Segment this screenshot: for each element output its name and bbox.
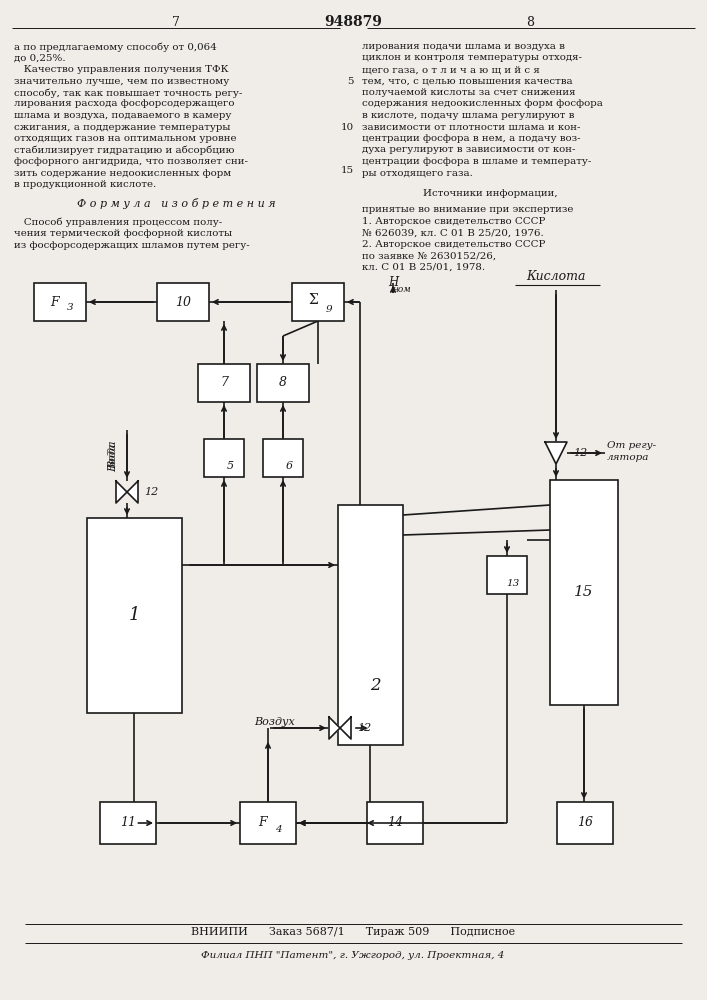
Text: 1. Авторское свидетельство СССР: 1. Авторское свидетельство СССР <box>362 217 545 226</box>
Bar <box>263 439 303 477</box>
Polygon shape <box>127 481 138 503</box>
Text: по заявке № 2630152/26,: по заявке № 2630152/26, <box>362 251 496 260</box>
Text: центрации фосфора в нем, а подачу воз-: центрации фосфора в нем, а подачу воз- <box>362 134 580 143</box>
Text: Филиал ПНП "Патент", г. Ужгород, ул. Проектная, 4: Филиал ПНП "Патент", г. Ужгород, ул. Про… <box>201 950 505 960</box>
Text: щего газа, о т л и ч а ю щ и й с я: щего газа, о т л и ч а ю щ и й с я <box>362 65 539 74</box>
Text: принятые во внимание при экспертизе: принятые во внимание при экспертизе <box>362 206 573 215</box>
Text: Воздух: Воздух <box>255 717 295 727</box>
Text: Ф о р м у л а   и з о б р е т е н и я: Ф о р м у л а и з о б р е т е н и я <box>76 198 275 209</box>
Bar <box>240 802 296 844</box>
Text: духа регулируют в зависимости от кон-: духа регулируют в зависимости от кон- <box>362 145 575 154</box>
Text: 9: 9 <box>326 304 332 314</box>
Bar <box>367 802 423 844</box>
Text: в продукционной кислоте.: в продукционной кислоте. <box>14 180 156 189</box>
Bar <box>557 802 613 844</box>
Text: циклон и контроля температуры отходя-: циклон и контроля температуры отходя- <box>362 53 582 62</box>
Text: лирования расхода фосфорсодержащего: лирования расхода фосфорсодержащего <box>14 100 235 108</box>
Text: 8: 8 <box>279 376 287 389</box>
Text: зить содержание недоокисленных форм: зить содержание недоокисленных форм <box>14 168 231 178</box>
Text: F: F <box>259 816 267 830</box>
Text: шлама и воздуха, подаваемого в камеру: шлама и воздуха, подаваемого в камеру <box>14 111 231 120</box>
Text: фосфорного ангидрида, что позволяет сни-: фосфорного ангидрида, что позволяет сни- <box>14 157 248 166</box>
Text: 5: 5 <box>348 77 354 86</box>
Text: содержания недоокисленных форм фосфора: содержания недоокисленных форм фосфора <box>362 100 603 108</box>
Bar <box>292 283 344 321</box>
Bar <box>100 802 156 844</box>
Text: в кислоте, подачу шлама регулируют в: в кислоте, подачу шлама регулируют в <box>362 111 574 120</box>
Bar <box>198 364 250 402</box>
Text: 15: 15 <box>341 166 354 175</box>
Text: из фосфорсодержащих шламов путем регу-: из фосфорсодержащих шламов путем регу- <box>14 240 250 249</box>
Text: получаемой кислоты за счет снижения: получаемой кислоты за счет снижения <box>362 88 575 97</box>
Text: Источники информации,: Источники информации, <box>423 190 557 198</box>
Bar <box>87 518 182 713</box>
Text: № 626039, кл. С 01 В 25/20, 1976.: № 626039, кл. С 01 В 25/20, 1976. <box>362 229 544 237</box>
Text: 5: 5 <box>226 461 233 471</box>
Text: F: F <box>51 296 59 308</box>
Text: 6: 6 <box>286 461 293 471</box>
Text: 8: 8 <box>526 15 534 28</box>
Text: тем, что, с целью повышения качества: тем, что, с целью повышения качества <box>362 77 573 86</box>
Text: Вода: Вода <box>108 441 118 469</box>
Text: 2. Авторское свидетельство СССР: 2. Авторское свидетельство СССР <box>362 240 545 249</box>
Text: ном: ном <box>392 284 411 294</box>
Text: способу, так как повышает точность регу-: способу, так как повышает точность регу- <box>14 88 243 98</box>
Text: 7: 7 <box>172 15 180 28</box>
Text: кл. С 01 В 25/01, 1978.: кл. С 01 В 25/01, 1978. <box>362 263 485 272</box>
Text: центрации фосфора в шламе и температу-: центрации фосфора в шламе и температу- <box>362 157 591 166</box>
Text: Σ: Σ <box>308 293 318 307</box>
Text: Качество управления получения ТФК: Качество управления получения ТФК <box>14 65 228 74</box>
Text: ры отходящего газа.: ры отходящего газа. <box>362 168 473 178</box>
Text: стабилизирует гидратацию и абсорбцию: стабилизирует гидратацию и абсорбцию <box>14 145 235 155</box>
Bar <box>550 480 618 705</box>
Bar <box>34 283 86 321</box>
Text: 4: 4 <box>275 826 281 834</box>
Polygon shape <box>545 442 567 464</box>
Bar <box>338 505 403 745</box>
Text: отходящих газов на оптимальном уровне: отходящих газов на оптимальном уровне <box>14 134 237 143</box>
Text: 10: 10 <box>175 296 191 308</box>
Text: 10: 10 <box>341 123 354 132</box>
Text: зависимости от плотности шлама и кон-: зависимости от плотности шлама и кон- <box>362 122 580 131</box>
Text: лятора: лятора <box>607 452 649 462</box>
Text: а по предлагаемому способу от 0,064: а по предлагаемому способу от 0,064 <box>14 42 217 51</box>
Bar <box>157 283 209 321</box>
Text: Кислота: Кислота <box>526 270 586 284</box>
Polygon shape <box>329 717 340 739</box>
Text: От регу-: От регу- <box>607 440 656 450</box>
Text: сжигания, а поддержание температуры: сжигания, а поддержание температуры <box>14 122 230 131</box>
Text: Способ управления процессом полу-: Способ управления процессом полу- <box>14 218 222 227</box>
Text: 12: 12 <box>357 723 371 733</box>
Text: 14: 14 <box>387 816 403 830</box>
Bar <box>257 364 309 402</box>
Text: ВНИИПИ      Заказ 5687/1      Тираж 509      Подписное: ВНИИПИ Заказ 5687/1 Тираж 509 Подписное <box>191 927 515 937</box>
Text: 11: 11 <box>120 816 136 830</box>
Text: лирования подачи шлама и воздуха в: лирования подачи шлама и воздуха в <box>362 42 565 51</box>
Text: 2: 2 <box>370 676 381 694</box>
Text: Н: Н <box>388 276 398 290</box>
Text: 1: 1 <box>129 606 140 624</box>
Text: 15: 15 <box>574 585 594 599</box>
Text: 12: 12 <box>144 487 158 497</box>
Text: значительно лучше, чем по известному: значительно лучше, чем по известному <box>14 77 229 86</box>
Text: 7: 7 <box>220 376 228 389</box>
Polygon shape <box>340 717 351 739</box>
Text: 13: 13 <box>506 578 520 587</box>
Text: 12: 12 <box>573 448 588 458</box>
Text: 3: 3 <box>66 304 74 312</box>
Bar <box>204 439 244 477</box>
Polygon shape <box>116 481 127 503</box>
Text: Вода: Вода <box>108 444 118 472</box>
Text: 16: 16 <box>577 816 593 830</box>
Text: до 0,25%.: до 0,25%. <box>14 53 66 62</box>
Bar <box>487 556 527 594</box>
Text: чения термической фосфорной кислоты: чения термической фосфорной кислоты <box>14 229 232 238</box>
Text: 948879: 948879 <box>324 15 382 29</box>
